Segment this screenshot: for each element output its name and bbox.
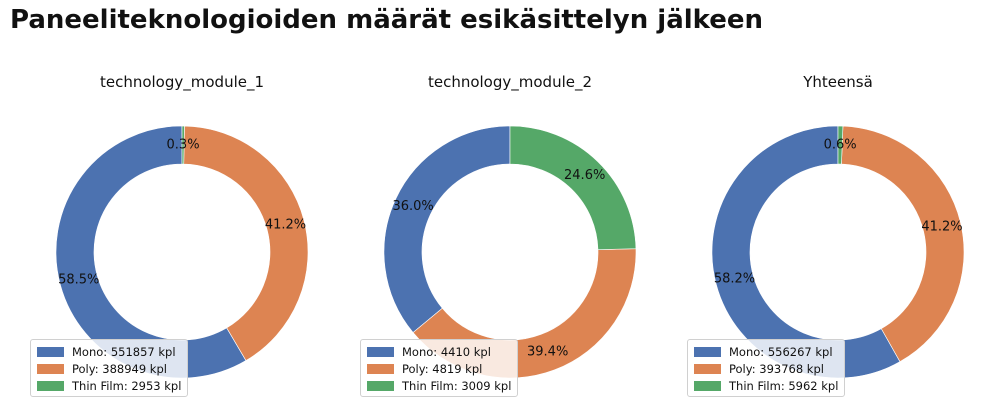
legend-item-mono: Mono: 4410 kpl	[367, 343, 511, 360]
legend-item-mono: Mono: 551857 kpl	[37, 343, 181, 360]
legend-swatch-poly	[694, 363, 721, 374]
donut-chart: 58.5% 41.2% 0.3%	[55, 125, 309, 379]
donut-slice-thin-film	[509, 125, 637, 251]
legend-item-poly: Poly: 4819 kpl	[367, 360, 511, 377]
legend-swatch-thin-film	[37, 380, 64, 391]
percent-label-mono: 58.2%	[714, 272, 755, 287]
legend-label: Mono: 4410 kpl	[402, 344, 491, 359]
donut-slice-mono	[711, 125, 901, 379]
legend-item-thin-film: Thin Film: 2953 kpl	[37, 377, 181, 394]
legend-label: Poly: 393768 kpl	[729, 361, 824, 376]
legend-label: Poly: 4819 kpl	[402, 361, 483, 376]
donut-slice-mono	[55, 125, 247, 379]
legend-item-thin-film: Thin Film: 3009 kpl	[367, 377, 511, 394]
percent-label-thin-film: 0.6%	[824, 138, 857, 153]
chart-panel-1: technology_module_1 58.5% 41.2% 0.3% Mono:…	[27, 0, 337, 419]
chart-title: technology_module_1	[99, 73, 265, 91]
legend-swatch-mono	[37, 346, 64, 357]
percent-label-poly: 41.2%	[921, 219, 962, 234]
legend-item-poly: Poly: 388949 kpl	[37, 360, 181, 377]
percent-label-thin-film: 0.3%	[167, 138, 200, 153]
legend-label: Mono: 556267 kpl	[729, 344, 833, 359]
legend-swatch-mono	[367, 346, 394, 357]
legend-label: Mono: 551857 kpl	[72, 344, 176, 359]
donut-chart: 58.2% 41.2% 0.6%	[711, 125, 965, 379]
donut-slice-mono	[383, 125, 511, 333]
legend: Mono: 556267 kpl Poly: 393768 kpl Thin F…	[687, 339, 846, 397]
donut-slice-poly	[183, 125, 309, 361]
chart-title: Yhteensä	[803, 73, 873, 91]
legend-swatch-thin-film	[694, 380, 721, 391]
donut-slice-thin-film	[837, 125, 844, 165]
legend: Mono: 4410 kpl Poly: 4819 kpl Thin Film:…	[360, 339, 519, 397]
legend-label: Thin Film: 5962 kpl	[729, 378, 839, 393]
legend-swatch-poly	[367, 363, 394, 374]
legend-label: Thin Film: 3009 kpl	[402, 378, 512, 393]
percent-label-mono: 36.0%	[392, 199, 433, 214]
figure-title: Paneeliteknologioiden määrät esikäsittel…	[10, 5, 764, 35]
chart-panel-2: technology_module_2 36.0% 39.4% 24.6% Mono…	[355, 0, 665, 419]
percent-label-thin-film: 24.6%	[564, 168, 605, 183]
percent-label-mono: 58.5%	[58, 273, 99, 288]
percent-label-poly: 39.4%	[527, 345, 568, 360]
chart-panel-3: Yhteensä 58.2% 41.2% 0.6% Mono: 556267 kpl…	[683, 0, 993, 419]
donut-slice-poly	[841, 125, 965, 363]
chart-title: technology_module_2	[427, 73, 593, 91]
legend: Mono: 551857 kpl Poly: 388949 kpl Thin F…	[30, 339, 189, 397]
legend-swatch-thin-film	[367, 380, 394, 391]
legend-swatch-poly	[37, 363, 64, 374]
legend-label: Poly: 388949 kpl	[72, 361, 167, 376]
percent-label-poly: 41.2%	[265, 217, 306, 232]
legend-label: Thin Film: 2953 kpl	[72, 378, 182, 393]
legend-item-poly: Poly: 393768 kpl	[694, 360, 838, 377]
legend-item-thin-film: Thin Film: 5962 kpl	[694, 377, 838, 394]
legend-swatch-mono	[694, 346, 721, 357]
donut-slice-thin-film	[181, 125, 185, 165]
legend-item-mono: Mono: 556267 kpl	[694, 343, 838, 360]
